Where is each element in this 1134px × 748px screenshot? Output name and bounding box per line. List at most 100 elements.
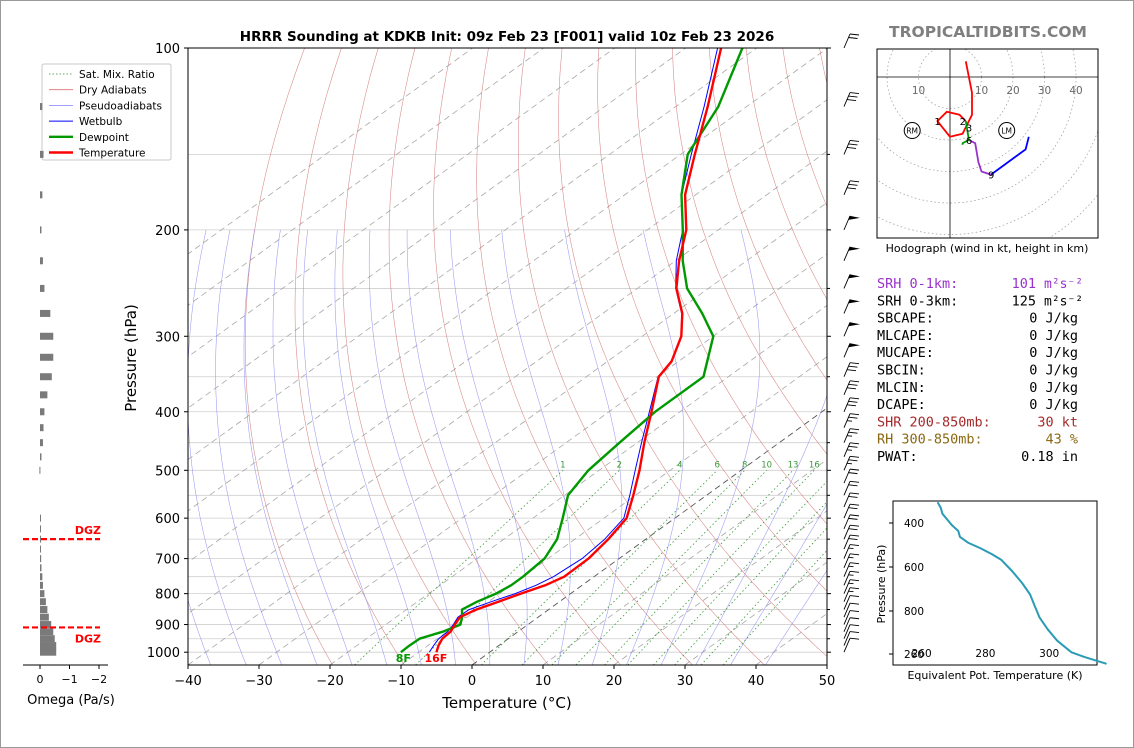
wind-barb: [843, 343, 860, 358]
wind-barb-flag: [848, 37, 858, 39]
mixing-ratio-line: [354, 470, 564, 665]
wind-barb-staff: [843, 481, 851, 496]
wind-barb: [843, 610, 860, 625]
dry-adiabat-line: [244, 48, 333, 665]
wind-barb-flag: [846, 369, 857, 372]
theta-e-y-tick-label: 400: [904, 518, 924, 530]
omega-bar: [40, 606, 48, 614]
mixing-ratio-label: 2: [617, 460, 622, 470]
stat-label: MLCAPE:: [877, 328, 934, 344]
wind-barb-flag: [848, 472, 858, 475]
omega-bar: [40, 545, 41, 553]
stat-label: SBCAPE:: [877, 311, 934, 327]
theta-e-y-tick-label: 600: [904, 562, 924, 574]
stat-value: 0 J/kg: [1029, 363, 1078, 379]
x-tick-label: −30: [245, 674, 272, 689]
wind-barb-flag: [848, 538, 858, 541]
wind-barb-pennant: [848, 322, 860, 327]
dry-adiabat-line: [672, 48, 827, 455]
omega-bar: [40, 555, 42, 563]
wind-barb: [843, 480, 860, 496]
wind-barb: [843, 139, 860, 155]
y-tick-label: 200: [155, 224, 180, 239]
stat-label: DCAPE:: [877, 397, 926, 413]
wind-barb-flag: [846, 187, 857, 190]
y-axis-label: Pressure (hPa): [122, 304, 140, 412]
dry-adiabat-line: [518, 48, 765, 665]
y-tick-label: 1000: [147, 646, 180, 661]
wind-barb-staff: [843, 610, 851, 625]
wind-barb: [843, 413, 860, 428]
mixing-ratio-label: 24: [852, 460, 863, 470]
wind-barb-flag: [848, 365, 858, 368]
isotherm-line: [329, 304, 827, 665]
wind-barb: [843, 215, 860, 231]
hodograph-ring-label: 10: [975, 85, 988, 97]
wind-barb-flag: [849, 562, 860, 565]
isotherm-line: [471, 407, 827, 665]
wind-barb: [843, 553, 860, 568]
mixing-ratio-line: [700, 527, 827, 665]
wind-barb: [843, 587, 860, 602]
stat-label: SHR 200-850mb:: [877, 414, 991, 430]
mixing-ratio-line: [722, 549, 827, 665]
wind-barb-flag: [849, 544, 860, 547]
pseudoadiabat-line: [660, 229, 761, 665]
wind-barb-half-flag: [846, 449, 853, 451]
mixing-ratio-label: 13: [788, 460, 799, 470]
pseudoadiabat-line: [188, 599, 211, 665]
wind-barb-pennant: [848, 343, 860, 348]
dry-adiabat-line: [388, 48, 549, 665]
wind-barb: [843, 524, 860, 540]
wind-barb-flag: [849, 624, 860, 627]
wind-barb-pennant: [848, 274, 860, 279]
dry-adiabat-line: [558, 48, 827, 657]
theta-e-x-tick-label: 300: [1039, 648, 1059, 660]
hodograph-height-label: 1: [934, 117, 940, 128]
wind-barb: [843, 455, 860, 471]
wind-barb: [843, 428, 860, 443]
wind-barb-flag: [848, 183, 858, 186]
wind-barb-staff: [843, 534, 851, 550]
wind-barb-flag: [849, 514, 860, 517]
wind-barb-flag: [848, 143, 858, 146]
wind-barb-staff: [843, 322, 851, 337]
wind-barb: [843, 631, 860, 646]
stat-value: 43 %: [1045, 432, 1078, 448]
wind-barb: [843, 299, 860, 314]
mixing-ratio-line: [551, 470, 746, 665]
stat-value-srh01: 101: [1012, 276, 1036, 292]
wind-barb-staff: [843, 553, 851, 568]
wind-barb-flag: [848, 459, 858, 462]
omega-bar: [40, 613, 49, 621]
wind-barb-staff: [843, 595, 851, 610]
wind-barb: [843, 442, 860, 458]
omega-bar: [40, 621, 52, 629]
wind-barb-staff: [843, 602, 851, 618]
omega-bar: [39, 466, 41, 474]
mixing-ratio-line: [653, 480, 827, 665]
skewt-panel: 1 2 4 6 8 10 13 16 20 24 30 36 −40 −30 −20 −10 0 10 20 30 4…: [122, 29, 1133, 712]
omega-bar: [40, 424, 44, 432]
omega-bar: [40, 514, 41, 522]
wind-barb: [843, 570, 860, 586]
y-tick-label: 400: [155, 406, 180, 421]
theta-e-frame: [892, 500, 1098, 666]
skewt-axes: −40 −30 −20 −10 0 10 20 30 40 50 100 200 300 400 500 60…: [147, 42, 835, 689]
wind-barb-staff: [843, 579, 851, 594]
dry-adiabat-line: [1114, 48, 1133, 665]
wind-barb-flag: [848, 431, 858, 434]
wind-barb-staff: [843, 544, 851, 559]
wind-barb-flag: [848, 528, 858, 531]
mixing-ratio-label: 6: [715, 460, 720, 470]
x-tick-label: 30: [677, 674, 694, 689]
dry-adiabat-line: [342, 48, 477, 665]
x-tick-label: 20: [606, 674, 623, 689]
isotherm-line: [613, 510, 827, 665]
isotherm-line: [258, 253, 827, 665]
wind-barb-flag: [849, 413, 860, 416]
legend-box: [41, 63, 172, 161]
wind-barb-flag: [849, 92, 860, 95]
wind-barb-flag: [848, 445, 858, 448]
x-tick-label: −40: [174, 674, 201, 689]
